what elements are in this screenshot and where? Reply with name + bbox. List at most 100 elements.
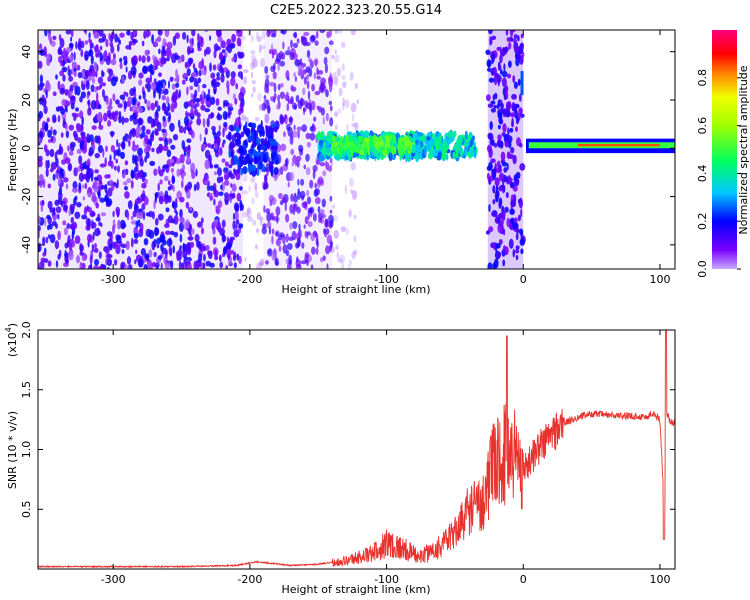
heatmap-cell	[215, 30, 222, 37]
heatmap-cell	[48, 234, 51, 239]
heatmap-cell	[190, 162, 196, 173]
snr-multiplier-close: )	[6, 323, 19, 327]
heatmap-cell	[134, 166, 138, 173]
heatmap-cell	[123, 168, 126, 179]
heatmap-cell	[154, 262, 160, 268]
heatmap-cell	[101, 82, 106, 87]
heatmap-cell	[180, 262, 185, 269]
heatmap-cell	[326, 131, 331, 139]
heatmap-cell	[251, 131, 254, 139]
heatmap-cell	[507, 177, 513, 183]
heatmap-cell	[46, 53, 52, 63]
heatmap-cell	[503, 229, 506, 236]
snr-frame	[37, 329, 676, 570]
heatmap-cell	[512, 248, 516, 258]
heatmap-cell	[221, 142, 225, 148]
heatmap-cell	[494, 143, 497, 148]
heatmap-cell	[281, 197, 287, 204]
heatmap-cell	[322, 170, 327, 177]
heatmap-cell	[161, 49, 165, 60]
heatmap-cell	[284, 159, 288, 168]
heatmap-cell	[88, 151, 93, 157]
heatmap-cell	[333, 75, 339, 86]
heatmap-cell	[53, 206, 56, 216]
heatmap-cell	[138, 170, 143, 180]
heatmap-cell	[491, 35, 497, 40]
heatmap-cell	[114, 76, 119, 83]
heatmap-cell	[217, 167, 222, 177]
heatmap-cell	[162, 82, 166, 92]
heatmap-cell	[282, 244, 288, 254]
heatmap-cell	[199, 94, 203, 101]
heatmap-cell	[294, 76, 297, 82]
heatmap-cell	[305, 132, 311, 140]
heatmap-cell	[350, 147, 354, 158]
heatmap-cell	[158, 137, 164, 142]
heatmap-cell	[69, 54, 73, 62]
heatmap-cell	[310, 264, 314, 269]
heatmap-cell	[334, 49, 337, 54]
heatmap-cell	[44, 82, 51, 92]
heatmap-cell	[50, 40, 56, 47]
heatmap-cell	[186, 86, 189, 96]
heatmap-cell	[119, 32, 125, 38]
heatmap-cell	[119, 57, 123, 63]
heatmap-cell	[235, 125, 239, 134]
heatmap-cell	[115, 158, 118, 164]
heatmap-cell	[64, 252, 70, 258]
heatmap-cell	[59, 196, 63, 205]
heatmap-cell	[424, 145, 427, 156]
heatmap-cell	[86, 205, 89, 211]
heatmap-cell	[162, 102, 166, 109]
heatmap-cell	[156, 146, 161, 155]
heatmap-cell	[60, 61, 64, 67]
heatmap-cell	[240, 131, 245, 138]
heatmap-cell	[296, 206, 301, 214]
x-tick-label: -200	[237, 273, 262, 286]
heatmap-cell	[306, 49, 311, 59]
heatmap-cell	[90, 211, 96, 217]
heatmap-cell	[520, 248, 524, 255]
heatmap-cell	[52, 35, 57, 41]
heatmap-cell	[153, 251, 157, 258]
heatmap-cell	[280, 83, 284, 88]
heatmap-cell	[215, 143, 218, 151]
heatmap-cell	[107, 160, 112, 167]
heatmap-cell	[485, 230, 491, 235]
heatmap-cell	[298, 223, 301, 231]
heatmap-cell	[74, 195, 78, 201]
heatmap-cell	[185, 244, 192, 254]
figure-title: C2E5.2022.323.20.55.G14	[270, 3, 442, 18]
heatmap-cell	[306, 141, 311, 148]
heatmap-cell	[326, 234, 333, 245]
heatmap-cell	[286, 243, 293, 250]
heatmap-cell	[57, 213, 60, 220]
heatmap-cell	[275, 206, 281, 216]
heatmap-cell	[114, 259, 118, 266]
heatmap-cell	[226, 85, 230, 95]
heatmap-cell	[47, 32, 51, 41]
heatmap-cell	[496, 104, 500, 110]
heatmap-cell	[333, 54, 340, 63]
heatmap-cell	[321, 213, 326, 219]
heatmap-cell	[317, 206, 321, 214]
heatmap-cell	[186, 34, 189, 44]
heatmap-cell	[59, 38, 65, 48]
heatmap-cell	[111, 132, 114, 138]
heatmap-cell	[247, 207, 251, 214]
heatmap-cell	[123, 264, 129, 269]
heatmap-cell	[314, 90, 320, 96]
snr-multiplier-text: (x10	[6, 332, 19, 357]
heatmap-cell	[241, 211, 248, 218]
heatmap-cell	[105, 97, 109, 106]
heatmap-cell	[57, 165, 61, 172]
heatmap-cell	[145, 77, 151, 84]
heatmap-cell	[415, 139, 419, 146]
heatmap-cell	[317, 131, 321, 140]
heatmap-cell	[220, 184, 223, 190]
heatmap-cell	[70, 30, 74, 38]
heatmap-cell	[108, 102, 112, 107]
heatmap-cell	[278, 192, 283, 200]
heatmap-cell	[154, 192, 158, 200]
